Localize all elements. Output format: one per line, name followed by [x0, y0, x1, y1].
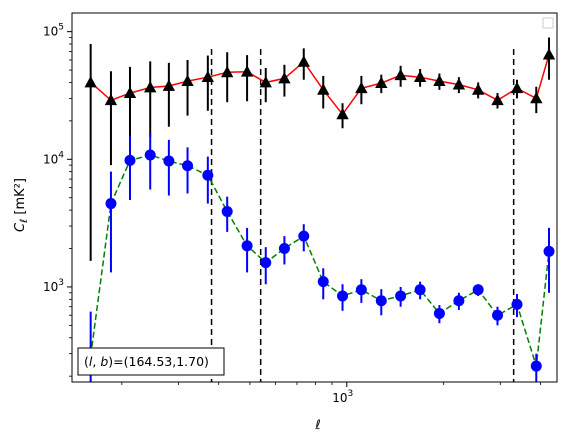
data-point	[530, 360, 542, 372]
legend-box	[542, 17, 554, 29]
data-point	[472, 284, 484, 296]
data-point	[144, 149, 156, 161]
data-point	[162, 79, 176, 91]
data-point	[394, 68, 407, 81]
data-point	[510, 81, 524, 94]
data-point	[375, 295, 387, 307]
data-point	[182, 160, 194, 172]
series-1	[84, 37, 556, 261]
data-point	[201, 70, 215, 83]
vertical-reference-lines	[210, 49, 515, 382]
x-tick-label: 103	[332, 389, 353, 405]
data-point	[241, 240, 253, 252]
plot-area	[72, 13, 557, 382]
series-2	[85, 133, 555, 382]
x-axis-label: ℓ	[314, 418, 320, 433]
data-point	[105, 198, 117, 210]
data-point	[259, 75, 272, 88]
data-point	[413, 70, 427, 83]
data-point	[453, 295, 465, 307]
y-tick-label: 104	[43, 150, 64, 166]
data-point	[511, 298, 523, 310]
data-point	[355, 284, 367, 296]
data-point	[278, 243, 290, 255]
data-point	[317, 276, 329, 288]
data-point	[492, 309, 504, 321]
data-point	[543, 245, 555, 257]
data-point	[84, 75, 97, 88]
data-point	[395, 290, 407, 302]
annotation-text: (l, b)=(164.53,1.70)	[84, 354, 209, 369]
data-point	[355, 81, 368, 94]
data-point	[104, 93, 118, 106]
data-point	[317, 83, 330, 95]
plot-frame	[71, 12, 558, 383]
y-tick-label: 103	[43, 278, 64, 294]
data-point	[298, 230, 310, 242]
data-point	[123, 86, 137, 98]
data-point	[297, 55, 310, 67]
data-point	[260, 257, 272, 269]
y-tick-label: 105	[43, 23, 64, 39]
data-point	[181, 74, 194, 86]
y-axis-label: Cℓ [mK²]	[13, 178, 30, 232]
data-point	[433, 307, 445, 319]
data-point	[240, 65, 254, 77]
data-point	[471, 83, 485, 95]
data-point	[221, 205, 233, 217]
data-point	[221, 65, 234, 78]
data-point	[530, 91, 543, 104]
data-point	[336, 107, 349, 120]
data-point	[124, 154, 136, 166]
data-point	[163, 155, 175, 167]
annotation-box: (l, b)=(164.53,1.70)	[77, 347, 225, 376]
data-point	[433, 74, 446, 86]
data-point	[491, 93, 504, 106]
data-point	[278, 71, 291, 84]
data-point	[452, 78, 466, 90]
data-point	[414, 284, 426, 296]
data-point	[375, 76, 388, 89]
data-point	[542, 48, 556, 60]
plot-data	[84, 37, 556, 382]
data-point	[337, 290, 349, 302]
data-point	[202, 169, 214, 181]
data-point	[144, 81, 157, 93]
